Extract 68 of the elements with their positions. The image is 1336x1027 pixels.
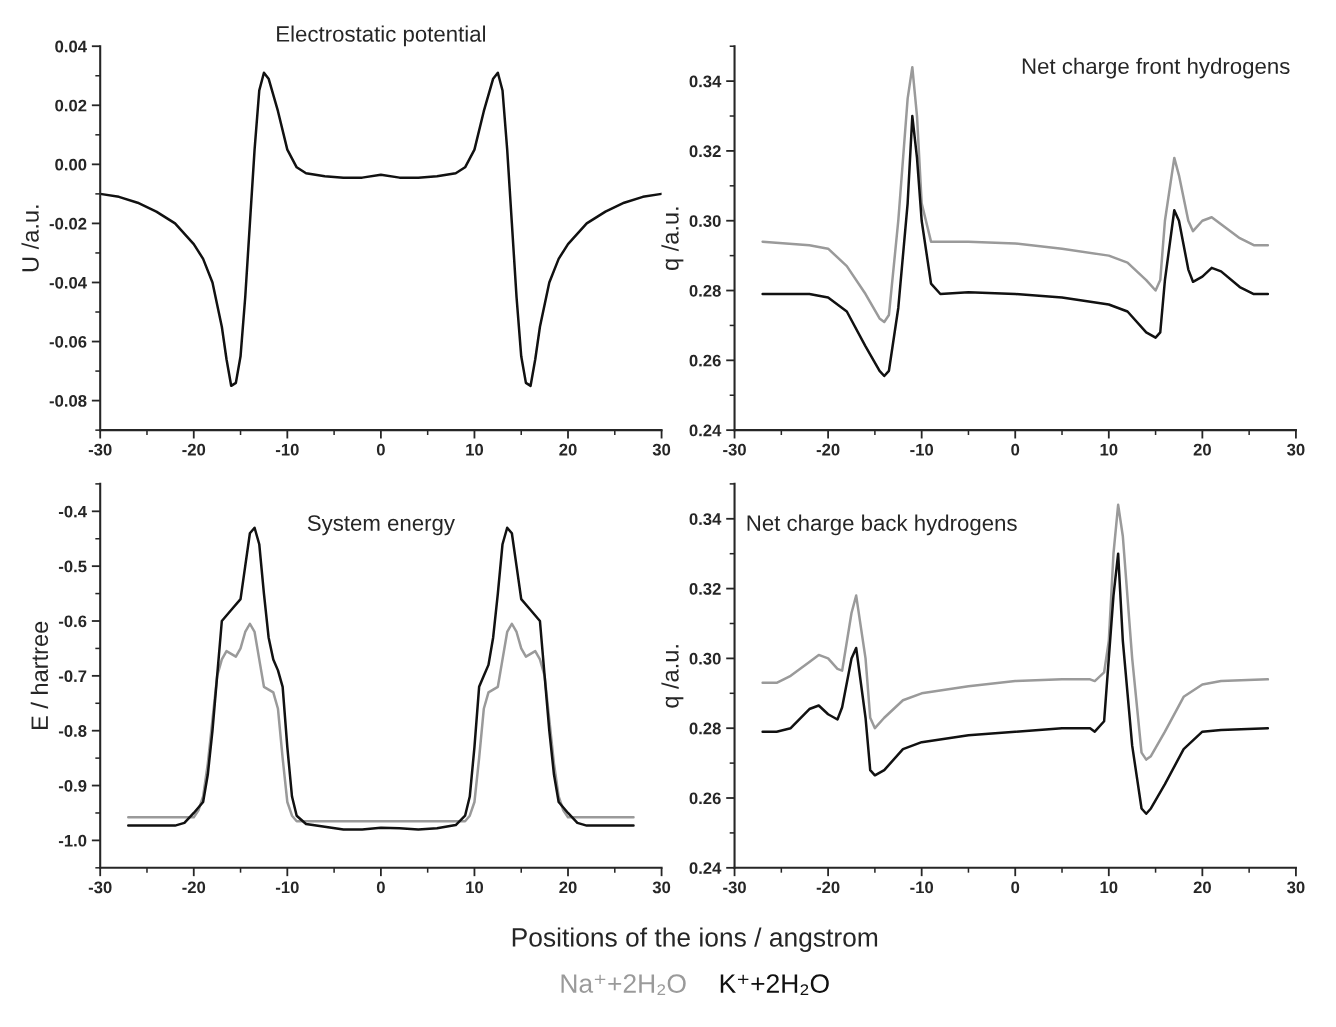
text: K⁺+2H₂O [720,974,829,995]
x-tick-label: -30 [88,443,112,456]
y-tick-label: 0.34 [689,75,722,88]
x-tick-label: -10 [275,881,299,894]
y-tick-label: -0.8 [58,725,87,737]
x-tick-label: 0 [1011,881,1020,894]
x-tick-label: 0 [376,881,385,894]
x-tick-label: 30 [1287,881,1305,894]
x-tick-label: 0 [376,443,385,456]
x-tick-label: 10 [1100,881,1118,894]
x-axis-title: Positions of the ions / angstrom [512,927,878,952]
y-tick-label: 0.24 [689,862,722,875]
x-tick-label: -30 [723,881,746,894]
x-tick-label: -20 [182,443,206,456]
x-tick-label: -10 [910,881,934,894]
x-tick-label: 0 [1011,443,1020,456]
y-tick-label: 0.04 [55,40,87,53]
chart-title: Net charge front hydrogens [1022,57,1290,79]
text: Na⁺+2H₂O [561,974,686,995]
x-tick-label: 30 [652,443,671,456]
x-tick-label: -20 [182,881,206,894]
y-tick-label: -0.06 [49,335,87,348]
x-tick-label: -30 [88,881,112,894]
x-tick-label: 10 [1100,443,1118,456]
y-tick-label: 0.32 [689,145,721,158]
y-tick-label: -0.5 [58,560,87,573]
x-tick-label: 20 [559,881,577,894]
line-series [761,552,1270,815]
x-tick-label: -20 [816,881,840,894]
y-axis-title: E / hartree [30,621,49,730]
y-tick-label: 0.26 [689,354,721,367]
y-tick-label: -0.02 [49,217,87,230]
y-tick-label: 0.24 [689,424,722,437]
y-tick-label: -0.04 [49,276,87,289]
y-tick-label: 0.00 [55,158,87,171]
x-tick-label: 10 [466,443,484,456]
y-tick-label: 0.02 [55,99,87,112]
y-tick-label: 0.28 [689,284,721,297]
text: Net charge back hydrogens [747,514,1017,536]
chart-title: Electrostatic potential [277,25,486,47]
y-tick-label: -0.08 [49,395,87,407]
y-tick-label: -0.6 [58,615,87,628]
line-series [761,114,1270,378]
y-tick-label: 0.26 [689,792,721,805]
y-axis-title: q /a.u. [661,645,684,708]
y-tick-label: -0.9 [58,779,87,792]
x-tick-label: -20 [816,443,840,456]
y-axis-title: q /a.u. [661,207,684,270]
line-series [100,71,662,388]
text: System energy [307,515,455,536]
y-tick-label: 0.30 [689,652,721,665]
x-tick-label: 20 [1193,443,1211,456]
x-tick-label: 30 [1287,443,1305,456]
x-tick-label: -10 [910,443,934,456]
y-tick-label: -0.4 [58,505,87,518]
x-tick-label: -30 [723,443,746,456]
x-tick-label: 30 [652,881,671,894]
y-tick-label: -0.7 [58,670,87,683]
y-tick-label: 0.28 [689,722,721,735]
y-tick-label: -1.0 [58,834,87,847]
x-tick-label: 10 [466,881,484,894]
y-tick-label: 0.34 [689,513,722,526]
x-tick-label: 20 [559,443,577,456]
x-tick-label: 20 [1193,881,1211,894]
y-axis-title: U /a.u. [21,205,39,272]
y-tick-label: 0.32 [689,583,721,595]
x-tick-label: -10 [275,443,299,456]
y-tick-label: 0.30 [689,215,721,227]
